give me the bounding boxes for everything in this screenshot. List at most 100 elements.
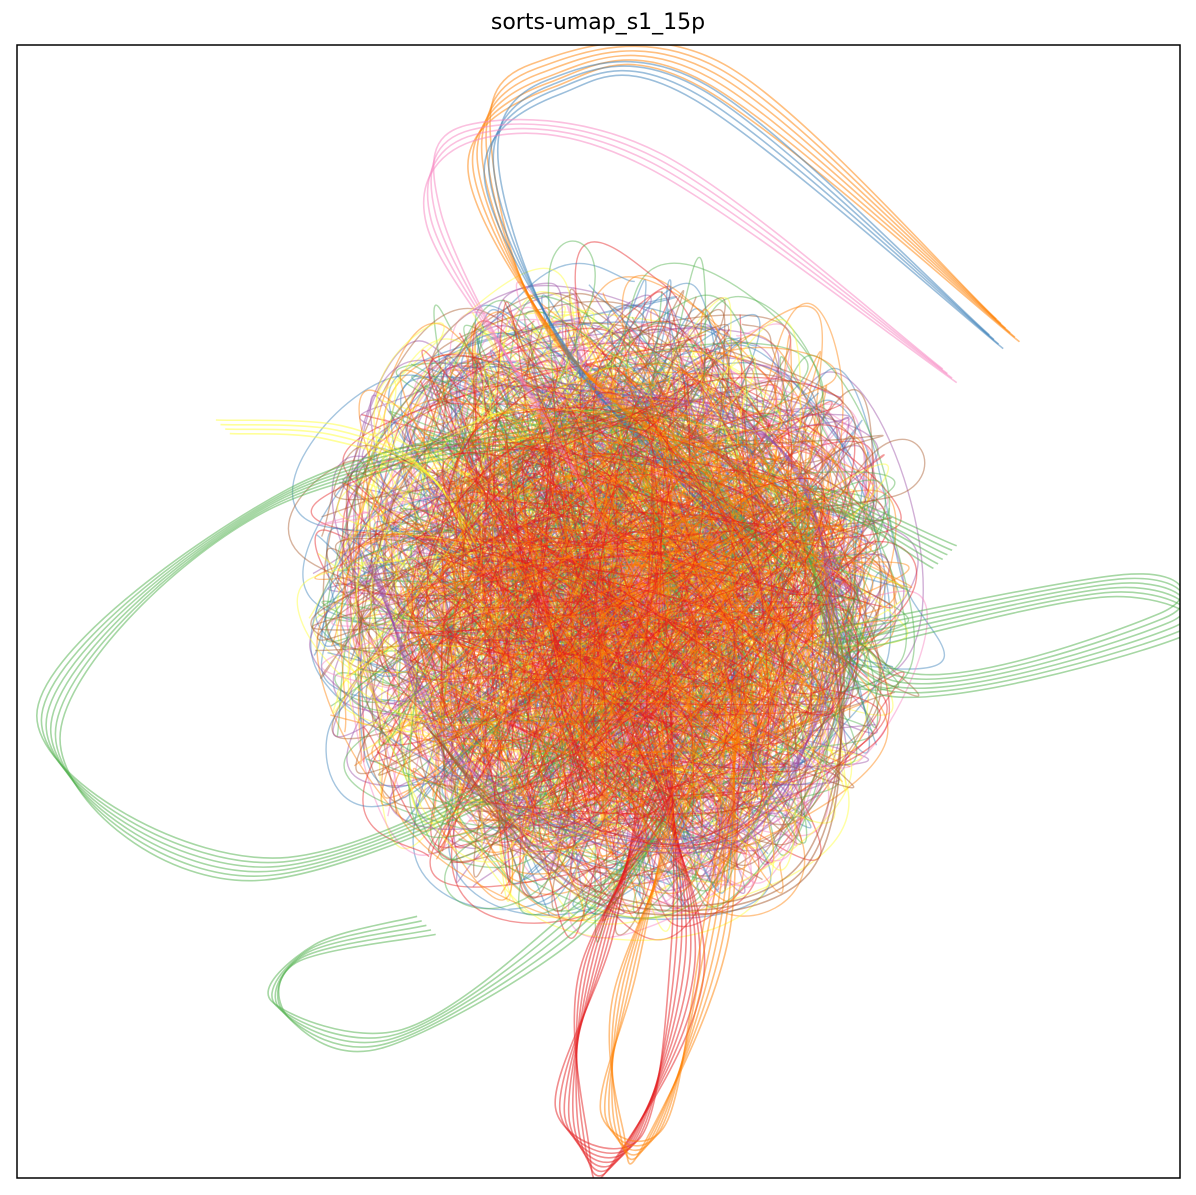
trajectory-line	[452, 448, 840, 887]
series-line-1	[795, 488, 1180, 680]
core-trajectory-line	[529, 458, 802, 842]
core-trajectory-line	[497, 459, 806, 798]
core-trajectory-line	[484, 469, 752, 819]
trajectory-line	[512, 279, 740, 817]
trajectory-line	[428, 282, 836, 905]
series-line-9	[360, 379, 839, 841]
core-trajectory-line	[405, 455, 772, 816]
trajectory-line	[345, 408, 889, 910]
core-trajectory-line	[495, 414, 839, 704]
series-line-9	[365, 384, 835, 845]
trajectory-line	[411, 398, 905, 745]
series-line-2	[276, 730, 654, 1048]
core-trajectory-line	[441, 379, 846, 781]
trajectory-line	[409, 363, 834, 868]
core-trajectory-line	[472, 405, 822, 767]
core-trajectory-line	[465, 367, 810, 656]
trajectory-line	[402, 292, 862, 839]
series-line-6	[558, 715, 679, 1154]
series-line-0	[36, 401, 765, 859]
trajectory-line	[345, 361, 742, 849]
core-trajectory-line	[440, 472, 774, 798]
trajectory-line	[384, 320, 874, 873]
chart-title: sorts-umap_s1_15p	[490, 10, 706, 35]
trajectory-line	[357, 372, 898, 822]
trajectory-line	[322, 308, 745, 790]
trajectory-line	[405, 324, 775, 941]
trajectory-line	[310, 296, 713, 878]
core-trajectory-line	[449, 573, 744, 754]
series-line-5	[422, 132, 958, 621]
core-trajectory-line	[569, 420, 797, 794]
trajectory-line	[388, 410, 890, 800]
series-line-1	[790, 484, 1180, 676]
trajectory-line	[484, 348, 872, 838]
core-trajectory-line	[492, 371, 799, 571]
core-trajectory-line	[431, 498, 681, 759]
trajectory-line	[460, 320, 760, 939]
trajectory-line	[359, 355, 818, 807]
core-trajectory-line	[441, 478, 668, 828]
core-trajectory-line	[543, 541, 759, 801]
trajectory-line	[550, 320, 888, 848]
core-trajectory-line	[430, 461, 764, 825]
core-trajectory-line	[571, 490, 797, 764]
core-trajectory-line	[442, 459, 825, 790]
core-trajectory-line	[523, 465, 829, 722]
core-trajectory-line	[562, 422, 758, 791]
core-trajectory-line	[609, 411, 724, 721]
trajectory-line	[513, 433, 794, 774]
trajectory-line	[362, 327, 716, 858]
core-trajectory-line	[407, 512, 791, 761]
trajectory-line	[399, 357, 842, 818]
series-line-8	[225, 428, 479, 560]
core-trajectory-line	[426, 427, 859, 833]
core-trajectory-line	[501, 406, 737, 850]
core-trajectory-line	[456, 369, 691, 817]
trajectory-line	[327, 412, 784, 888]
trajectory-line	[468, 381, 871, 822]
core-trajectory-line	[407, 443, 790, 815]
series-line-5	[426, 127, 953, 617]
core-trajectory-line	[405, 470, 778, 753]
core-trajectory-line	[467, 397, 777, 784]
trajectory-line	[296, 363, 907, 733]
core-trajectory-line	[493, 405, 672, 804]
trajectory-line	[428, 314, 778, 903]
core-trajectory-line	[422, 457, 830, 742]
trajectory-line	[406, 356, 804, 699]
trajectory-line	[391, 308, 738, 910]
trajectory-line	[312, 371, 924, 849]
core-trajectory-line	[553, 526, 802, 731]
core-trajectory-line	[381, 474, 792, 837]
series-line-3	[489, 45, 997, 490]
core-trajectory-line	[414, 410, 695, 835]
core-trajectory-line	[466, 478, 791, 839]
trajectory-line	[466, 354, 884, 738]
core-trajectory-line	[531, 417, 832, 756]
trajectory-line	[287, 371, 820, 729]
core-trajectory-line	[403, 377, 670, 807]
series-line-2	[274, 726, 658, 1044]
trajectory-line	[341, 372, 831, 887]
core-trajectory-line	[440, 504, 671, 785]
core-trajectory-line	[411, 384, 827, 833]
trajectory-line	[398, 299, 808, 844]
core-trajectory-line	[557, 468, 840, 775]
trajectory-line	[392, 404, 747, 916]
core-trajectory-line	[520, 414, 812, 826]
core-trajectory-line	[399, 429, 757, 800]
trajectory-line	[400, 305, 727, 751]
trajectory-line	[331, 308, 790, 815]
core-trajectory-line	[568, 444, 810, 667]
core-trajectory-line	[499, 449, 784, 829]
trajectory-line	[373, 419, 863, 906]
core-trajectory-line	[506, 474, 849, 715]
trajectory-line	[450, 329, 780, 799]
trajectory-line	[355, 305, 836, 863]
core-trajectory-line	[450, 525, 849, 862]
trajectory-line	[316, 337, 812, 855]
trajectory-line	[439, 465, 848, 776]
core-trajectory-line	[410, 524, 824, 811]
